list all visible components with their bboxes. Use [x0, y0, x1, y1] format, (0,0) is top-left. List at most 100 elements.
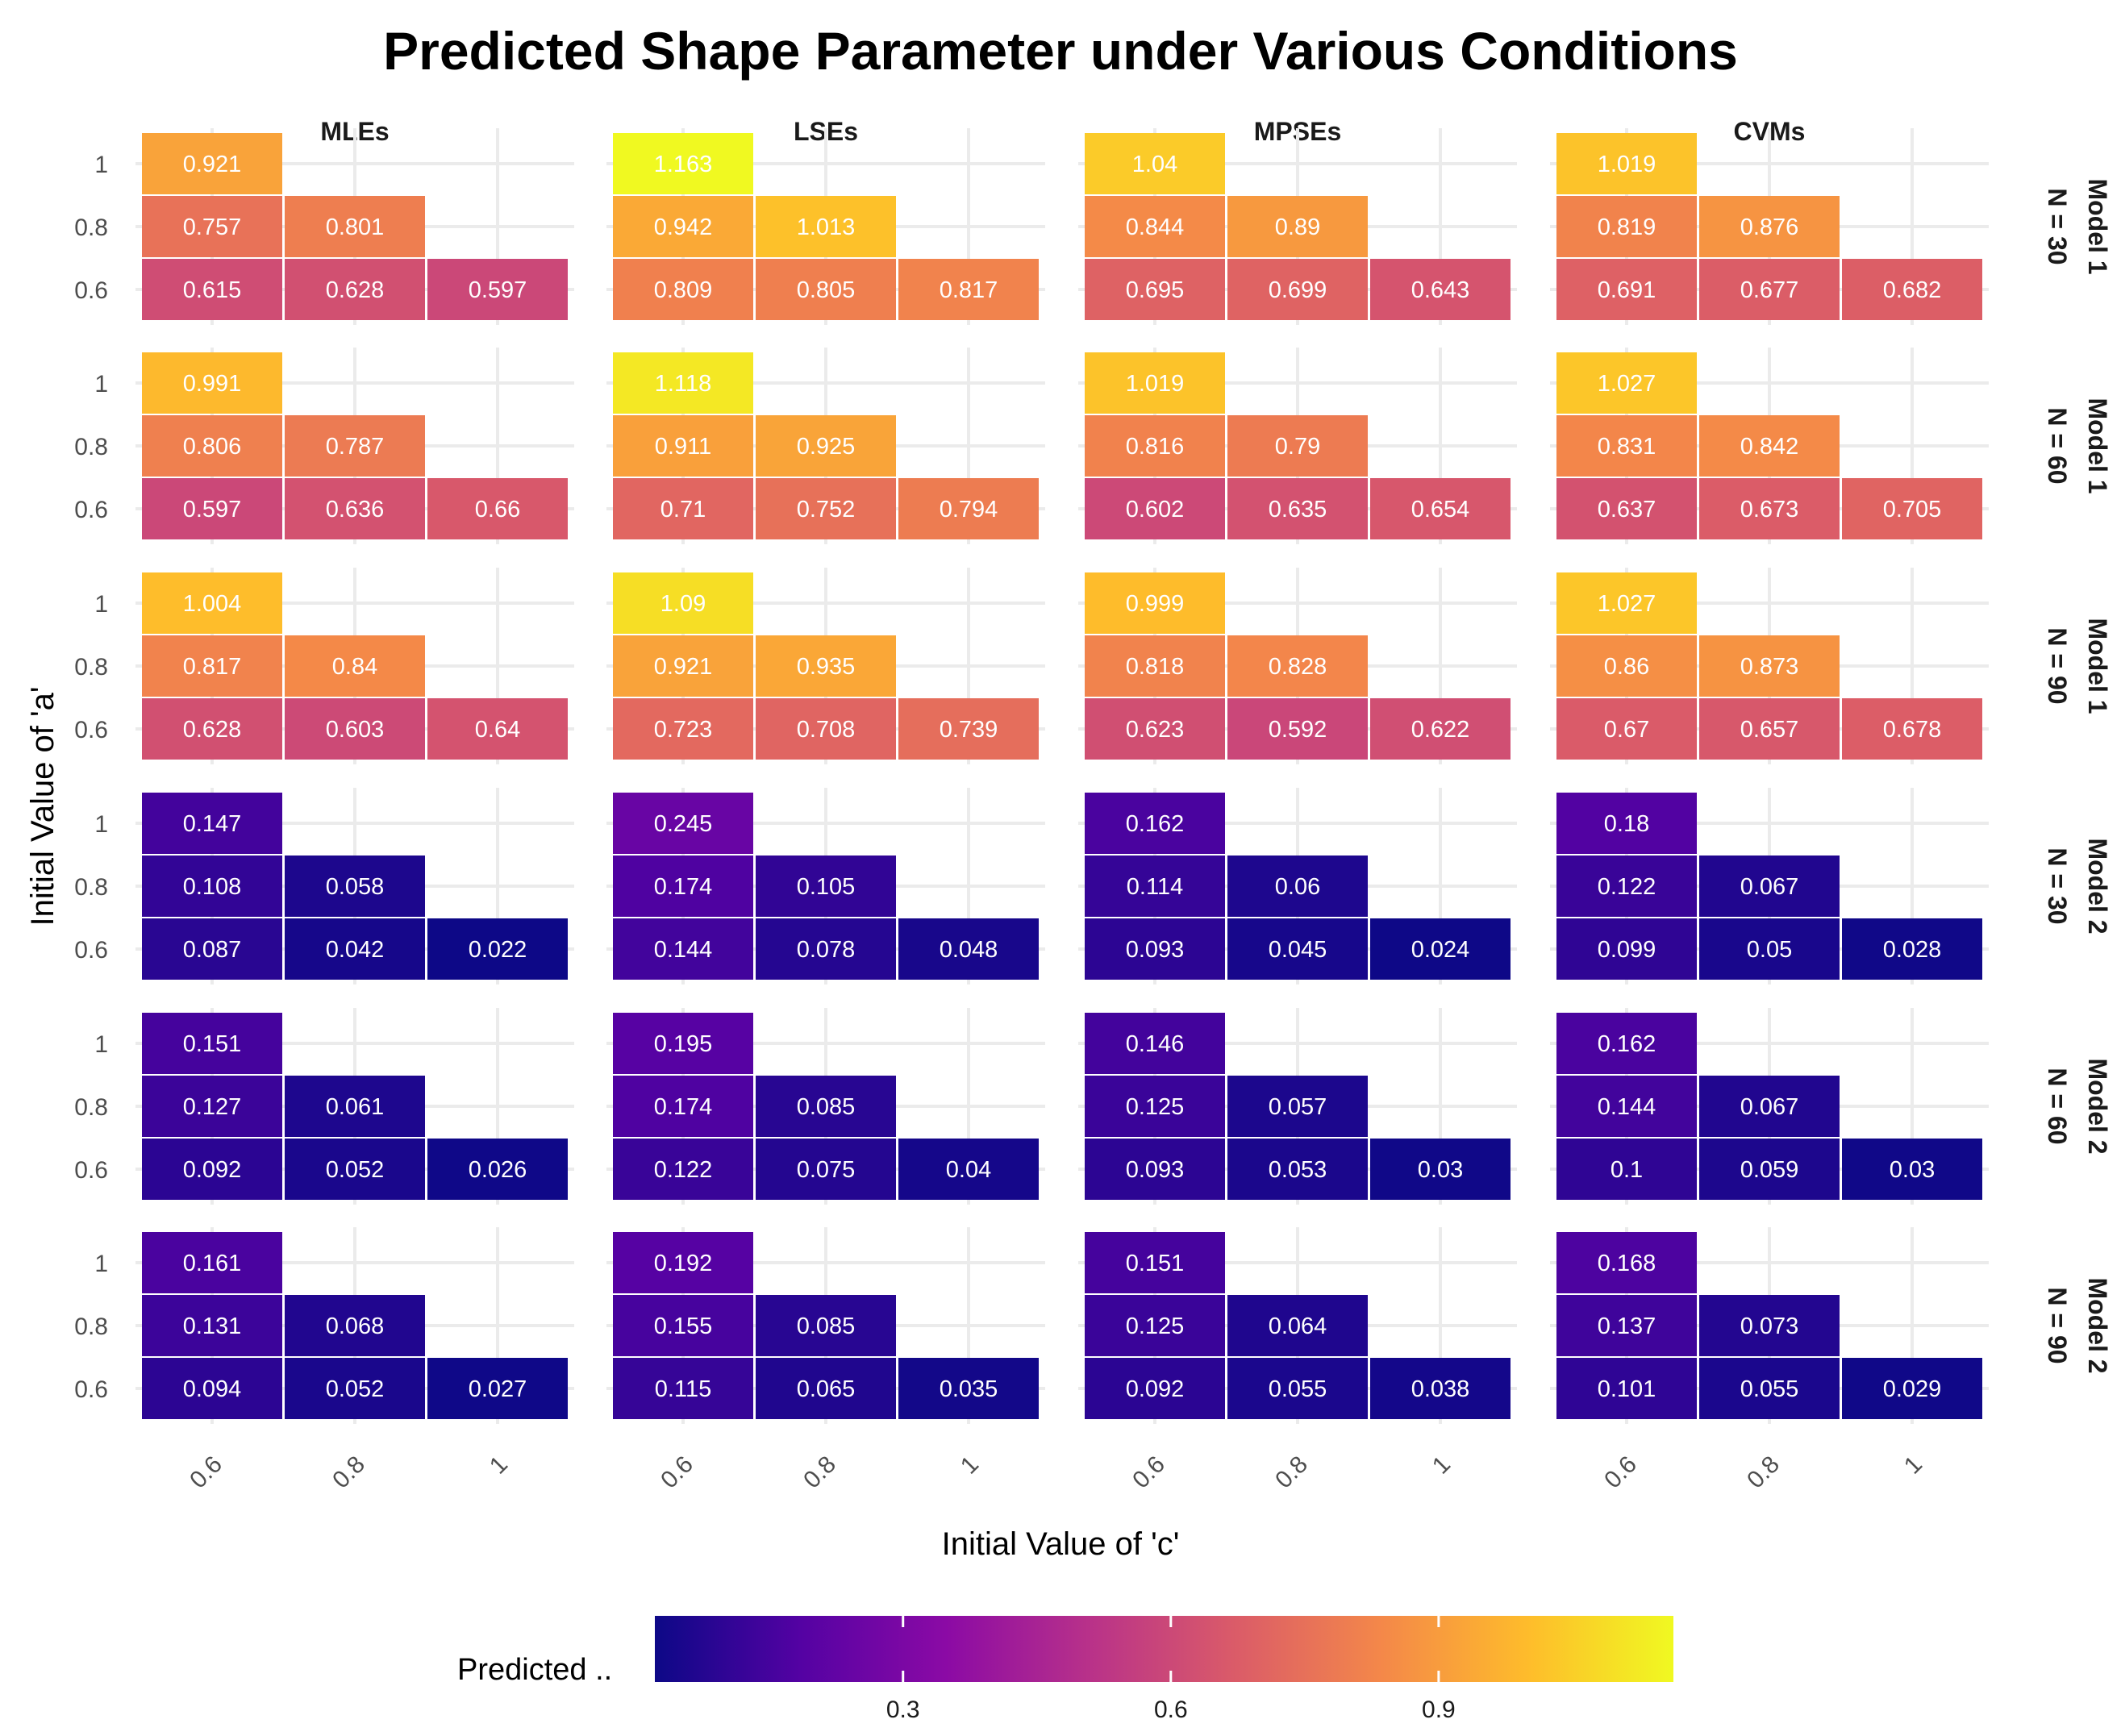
- cell-value-label: 0.093: [1126, 937, 1185, 963]
- cell-value-label: 0.691: [1598, 277, 1656, 303]
- cell-value-label: 0.695: [1126, 277, 1185, 303]
- heatmap-cell: [1556, 259, 1697, 320]
- cell-value-label: 0.035: [940, 1376, 998, 1402]
- y-tick-label: 0.6: [74, 497, 108, 523]
- cell-value-label: 0.921: [183, 152, 242, 177]
- cell-value-label: 0.137: [1598, 1313, 1656, 1339]
- cell-value-label: 0.654: [1411, 497, 1470, 522]
- cell-value-label: 0.045: [1269, 937, 1327, 963]
- heatmap-cell: [1370, 698, 1511, 760]
- heatmap-cell: [142, 1013, 282, 1074]
- panel-mles-1: 0.991 0.806 0.787 0.597 0.636 0.66: [135, 348, 574, 544]
- heatmap-cell: [1227, 478, 1368, 539]
- cell-value-label: 0.122: [654, 1157, 713, 1183]
- heatmap-cell: [756, 1295, 896, 1356]
- cell-value-label: 0.828: [1269, 654, 1327, 680]
- heatmap-cell: [142, 1232, 282, 1293]
- cell-value-label: 0.087: [183, 937, 242, 963]
- heatmap-cell: [142, 572, 282, 634]
- heatmap-cell: [613, 793, 753, 854]
- cell-value-label: 0.942: [654, 214, 713, 240]
- cell-value-label: 0.787: [326, 434, 385, 460]
- cell-value-label: 0.174: [654, 1094, 713, 1120]
- heatmap-cell: [1085, 196, 1225, 257]
- heatmap-cell: [613, 1076, 753, 1137]
- y-tick-label: 0.8: [74, 874, 108, 901]
- cell-value-label: 0.816: [1126, 434, 1185, 460]
- cell-value-label: 0.127: [183, 1094, 242, 1120]
- cell-value-label: 0.657: [1740, 717, 1799, 743]
- cell-value-label: 1.013: [797, 214, 856, 240]
- cell-value-label: 0.105: [797, 874, 856, 900]
- cell-value-label: 0.065: [797, 1376, 856, 1402]
- heatmap-cell: [1556, 1295, 1697, 1356]
- cell-value-label: 0.682: [1883, 277, 1942, 303]
- heatmap-cell: [613, 918, 753, 980]
- y-tick-label: 1: [94, 811, 108, 838]
- cell-value-label: 0.048: [940, 937, 998, 963]
- heatmap-cell: [285, 259, 425, 320]
- heatmap-cell: [142, 856, 282, 917]
- heatmap-cell: [1842, 478, 1982, 539]
- heatmap-cell: [898, 478, 1039, 539]
- cell-value-label: 0.085: [797, 1313, 856, 1339]
- cell-value-label: 0.151: [1126, 1251, 1185, 1276]
- heatmap-cell: [1085, 1358, 1225, 1419]
- heatmap-cell: [1556, 1076, 1697, 1137]
- y-tick-label: 1: [94, 591, 108, 618]
- heatmap-cell: [898, 1139, 1039, 1200]
- panel-lses-3: 0.245 0.174 0.105 0.144 0.078 0.048: [606, 788, 1045, 985]
- y-axis-title: Initial Value of 'a': [25, 687, 60, 926]
- cell-value-label: 0.597: [469, 277, 527, 303]
- cell-value-label: 0.075: [797, 1157, 856, 1183]
- heatmap-cell: [1370, 1139, 1511, 1200]
- cell-value-label: 0.708: [797, 717, 856, 743]
- cell-value-label: 0.162: [1598, 1031, 1656, 1057]
- heatmap-cell: [427, 1139, 568, 1200]
- heatmap-cell: [285, 918, 425, 980]
- cell-value-label: 0.819: [1598, 214, 1656, 240]
- row-strip-n: N = 30: [2043, 188, 2072, 264]
- cell-value-label: 0.055: [1269, 1376, 1327, 1402]
- cell-value-label: 0.86: [1604, 654, 1649, 680]
- cell-value-label: 0.058: [326, 874, 385, 900]
- cell-value-label: 0.809: [654, 277, 713, 303]
- cell-value-label: 1.118: [655, 371, 711, 397]
- heatmap-cell: [1699, 196, 1840, 257]
- cell-value-label: 0.122: [1598, 874, 1656, 900]
- cell-value-label: 1.027: [1598, 591, 1656, 617]
- cell-value-label: 1.09: [660, 591, 706, 617]
- heatmap-cell: [1699, 1139, 1840, 1200]
- heatmap-cell: [1227, 259, 1368, 320]
- cell-value-label: 0.03: [1890, 1157, 1935, 1183]
- heatmap-cell: [1556, 1013, 1697, 1074]
- heatmap-cell: [1842, 918, 1982, 980]
- cell-value-label: 0.597: [183, 497, 242, 522]
- cell-value-label: 1.019: [1598, 152, 1656, 177]
- heatmap-cell: [427, 698, 568, 760]
- cell-value-label: 0.705: [1883, 497, 1942, 522]
- cell-value-label: 0.66: [475, 497, 520, 522]
- heatmap-cell: [1227, 1295, 1368, 1356]
- panel-cvms-2: 1.027 0.86 0.873 0.67 0.657 0.678: [1550, 568, 1989, 764]
- heatmap-cell: [756, 415, 896, 477]
- heatmap-cell: [1699, 259, 1840, 320]
- heatmap-cell: [1699, 635, 1840, 697]
- heatmap-cell: [1699, 1076, 1840, 1137]
- heatmap-cell: [1556, 918, 1697, 980]
- panel-mpses-1: 1.019 0.816 0.79 0.602 0.635 0.654: [1078, 348, 1517, 544]
- heatmap-cell: [1699, 415, 1840, 477]
- panel-mles-2: 1.004 0.817 0.84 0.628 0.603 0.64: [135, 568, 574, 764]
- cell-value-label: 0.991: [183, 371, 242, 397]
- heatmap-cell: [1699, 478, 1840, 539]
- heatmap-cell: [1699, 918, 1840, 980]
- cell-value-label: 0.073: [1740, 1313, 1799, 1339]
- cell-value-label: 0.999: [1126, 591, 1185, 617]
- cell-value-label: 0.038: [1411, 1376, 1470, 1402]
- heatmap-cell: [285, 1076, 425, 1137]
- heatmap-cell: [1370, 259, 1511, 320]
- panel-mles-5: 0.161 0.131 0.068 0.094 0.052 0.027: [135, 1227, 574, 1424]
- cell-value-label: 0.592: [1269, 717, 1327, 743]
- heatmap-cell: [1556, 196, 1697, 257]
- cell-value-label: 0.085: [797, 1094, 856, 1120]
